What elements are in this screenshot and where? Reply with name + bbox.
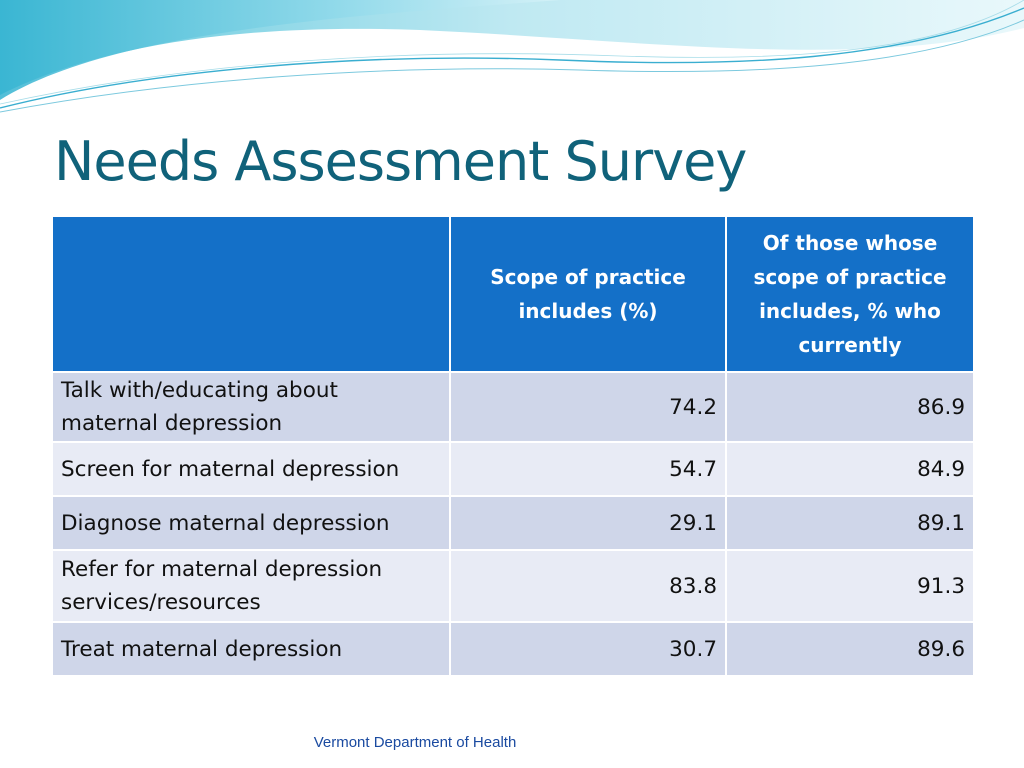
- row-label: Talk with/educating about maternal depre…: [51, 371, 451, 443]
- scope-value: 83.8: [449, 549, 727, 623]
- table-row: Treat maternal depression 30.7 89.6: [51, 621, 975, 677]
- row-label: Diagnose maternal depression: [51, 495, 451, 551]
- currently-value: 91.3: [725, 549, 975, 623]
- row-label: Screen for maternal depression: [51, 441, 451, 497]
- header-cell-scope: Scope of practice includes (%): [449, 215, 727, 373]
- table-row: Screen for maternal depression 54.7 84.9: [51, 441, 975, 497]
- scope-value: 74.2: [449, 371, 727, 443]
- slide-title: Needs Assessment Survey: [54, 130, 747, 193]
- scope-value: 30.7: [449, 621, 727, 677]
- header-cell-activity: [51, 215, 451, 373]
- slide-footer: Vermont Department of Health: [313, 734, 517, 751]
- currently-value: 84.9: [725, 441, 975, 497]
- survey-table: Scope of practice includes (%) Of those …: [51, 215, 975, 677]
- table-header-row: Scope of practice includes (%) Of those …: [51, 215, 975, 373]
- currently-value: 86.9: [725, 371, 975, 443]
- scope-value: 29.1: [449, 495, 727, 551]
- scope-value: 54.7: [449, 441, 727, 497]
- row-label: Treat maternal depression: [51, 621, 451, 677]
- currently-value: 89.6: [725, 621, 975, 677]
- decorative-wave-banner: [0, 0, 1024, 113]
- currently-value: 89.1: [725, 495, 975, 551]
- row-label: Refer for maternal depression services/r…: [51, 549, 451, 623]
- table-row: Refer for maternal depression services/r…: [51, 549, 975, 623]
- table-row: Diagnose maternal depression 29.1 89.1: [51, 495, 975, 551]
- table-row: Talk with/educating about maternal depre…: [51, 371, 975, 443]
- header-cell-currently: Of those whose scope of practice include…: [725, 215, 975, 373]
